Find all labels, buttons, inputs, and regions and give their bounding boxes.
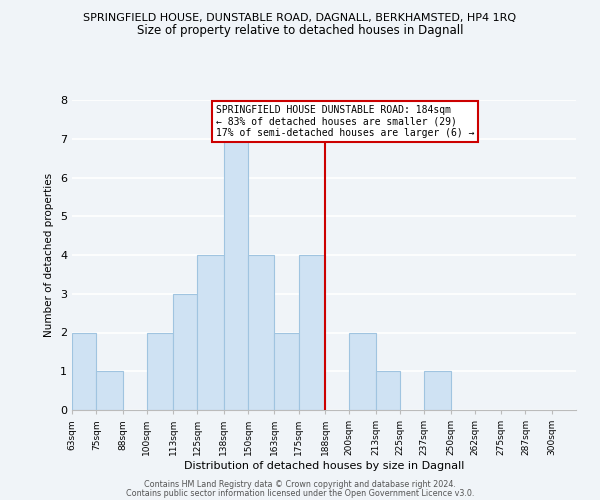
Bar	[248, 255, 274, 410]
Bar	[173, 294, 197, 410]
Bar	[424, 371, 451, 410]
Text: SPRINGFIELD HOUSE, DUNSTABLE ROAD, DAGNALL, BERKHAMSTED, HP4 1RQ: SPRINGFIELD HOUSE, DUNSTABLE ROAD, DAGNA…	[83, 12, 517, 22]
Text: Contains public sector information licensed under the Open Government Licence v3: Contains public sector information licen…	[126, 488, 474, 498]
Bar	[224, 138, 248, 410]
Bar	[299, 255, 325, 410]
Text: Size of property relative to detached houses in Dagnall: Size of property relative to detached ho…	[137, 24, 463, 37]
Bar	[197, 255, 224, 410]
Bar	[349, 332, 376, 410]
Bar	[274, 332, 299, 410]
Bar	[376, 371, 400, 410]
Text: Contains HM Land Registry data © Crown copyright and database right 2024.: Contains HM Land Registry data © Crown c…	[144, 480, 456, 489]
X-axis label: Distribution of detached houses by size in Dagnall: Distribution of detached houses by size …	[184, 461, 464, 471]
Text: SPRINGFIELD HOUSE DUNSTABLE ROAD: 184sqm
← 83% of detached houses are smaller (2: SPRINGFIELD HOUSE DUNSTABLE ROAD: 184sqm…	[215, 104, 474, 138]
Bar	[72, 332, 96, 410]
Bar	[96, 371, 122, 410]
Bar	[147, 332, 173, 410]
Y-axis label: Number of detached properties: Number of detached properties	[44, 173, 55, 337]
